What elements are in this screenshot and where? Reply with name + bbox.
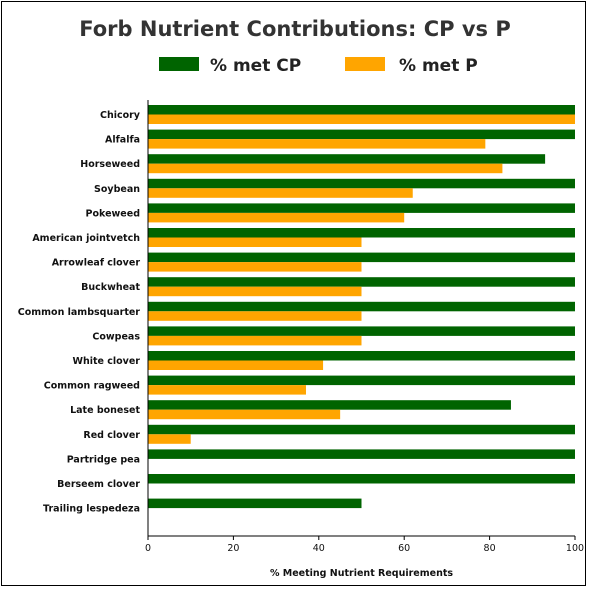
category-label-red-clover: Red clover bbox=[83, 430, 140, 441]
category-label-partridge-pea: Partridge pea bbox=[67, 454, 140, 465]
bar-cp-common-lambsquarter bbox=[148, 301, 575, 312]
bar-p-common-lambsquarter bbox=[148, 311, 362, 321]
x-tick-label-0: 0 bbox=[145, 543, 151, 554]
legend-swatch-p bbox=[345, 57, 385, 71]
category-label-late-boneset: Late boneset bbox=[70, 405, 140, 416]
category-label-berseem-clover: Berseem clover bbox=[57, 479, 140, 490]
bar-cp-soybean bbox=[148, 178, 575, 189]
bar-cp-red-clover bbox=[148, 424, 575, 435]
bar-p-red-clover bbox=[148, 434, 191, 444]
bar-p-white-clover bbox=[148, 360, 324, 370]
bar-cp-berseem-clover bbox=[148, 474, 575, 484]
category-label-arrowleaf-clover: Arrowleaf clover bbox=[52, 258, 141, 269]
x-tick-label-20: 20 bbox=[227, 543, 239, 554]
category-label-american-jointvetch: American jointvetch bbox=[32, 233, 140, 244]
bar-cp-pokeweed bbox=[148, 203, 575, 213]
bar-p-late-boneset bbox=[148, 409, 341, 420]
category-labels: Chicory Alfalfa Horseweed Soybean Pokeweed Am… bbox=[18, 110, 141, 515]
x-axis-label: % Meeting Nutrient Requirements bbox=[270, 568, 453, 579]
category-label-soybean: Soybean bbox=[94, 184, 140, 195]
category-label-pokeweed: Pokeweed bbox=[86, 208, 140, 219]
bar-p-chicory bbox=[148, 114, 575, 124]
bar-cp-common-ragweed bbox=[148, 375, 575, 386]
x-ticks: 0 20 40 60 80 100 bbox=[145, 536, 584, 554]
bar-p-buckwheat bbox=[148, 286, 362, 297]
legend-label-cp: % met CP bbox=[210, 56, 301, 76]
bar-cp-partridge-pea bbox=[148, 449, 575, 459]
bar-cp-cowpeas bbox=[148, 326, 575, 336]
bar-p-cowpeas bbox=[148, 335, 362, 346]
category-label-chicory: Chicory bbox=[100, 110, 141, 121]
bar-cp-arrowleaf-clover bbox=[148, 252, 575, 263]
category-label-horseweed: Horseweed bbox=[80, 159, 140, 170]
bar-cp-trailing-lespedeza bbox=[148, 498, 362, 509]
x-tick-label-40: 40 bbox=[313, 543, 325, 554]
bar-p-pokeweed bbox=[148, 212, 405, 223]
bars-group bbox=[148, 105, 575, 509]
category-label-white-clover: White clover bbox=[72, 356, 140, 367]
x-tick-label-100: 100 bbox=[566, 543, 584, 554]
bar-cp-american-jointvetch bbox=[148, 228, 575, 238]
bar-p-horseweed bbox=[148, 163, 503, 174]
legend: % met CP % met P bbox=[159, 56, 478, 76]
category-label-buckwheat: Buckwheat bbox=[81, 282, 140, 293]
bar-cp-alfalfa bbox=[148, 129, 575, 140]
x-tick-label-80: 80 bbox=[484, 543, 496, 554]
category-label-common-ragweed: Common ragweed bbox=[44, 381, 140, 392]
bar-cp-buckwheat bbox=[148, 277, 575, 287]
bar-p-alfalfa bbox=[148, 139, 486, 149]
bar-cp-late-boneset bbox=[148, 400, 511, 410]
category-label-trailing-lespedeza: Trailing lespedeza bbox=[43, 504, 140, 515]
category-label-common-lambsquarter: Common lambsquarter bbox=[18, 307, 141, 318]
category-label-alfalfa: Alfalfa bbox=[105, 135, 140, 146]
legend-swatch-cp bbox=[159, 57, 199, 71]
x-tick-label-60: 60 bbox=[398, 543, 410, 554]
chart-title: Forb Nutrient Contributions: CP vs P bbox=[79, 17, 510, 41]
bar-p-soybean bbox=[148, 188, 413, 198]
bar-p-common-ragweed bbox=[148, 385, 306, 395]
legend-label-p: % met P bbox=[399, 56, 478, 76]
bar-p-arrowleaf-clover bbox=[148, 262, 362, 272]
bar-cp-chicory bbox=[148, 105, 575, 115]
bar-p-american-jointvetch bbox=[148, 237, 362, 247]
bar-cp-white-clover bbox=[148, 351, 575, 361]
category-label-cowpeas: Cowpeas bbox=[92, 331, 140, 342]
bar-cp-horseweed bbox=[148, 154, 546, 164]
